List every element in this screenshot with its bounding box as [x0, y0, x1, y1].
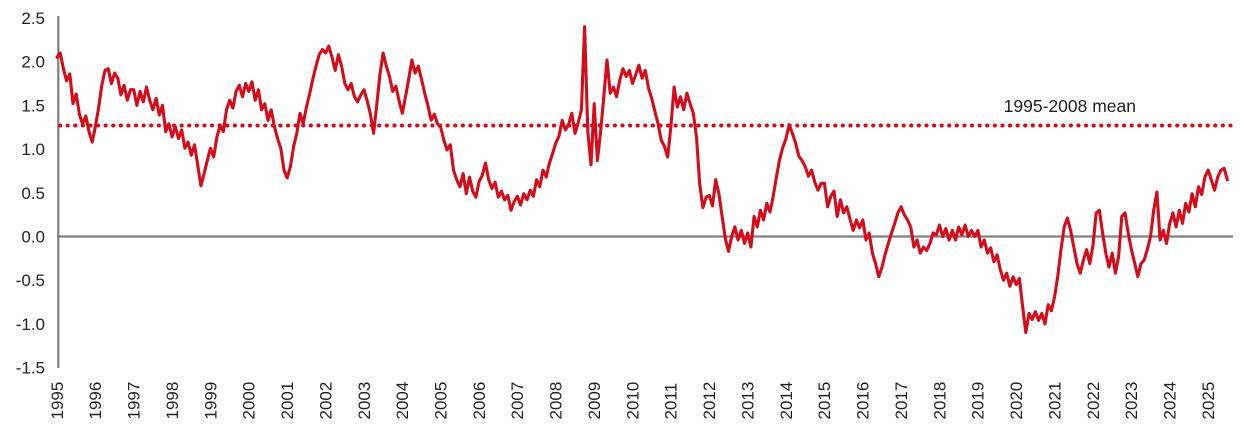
x-tick-label: 2020: [1007, 382, 1026, 420]
x-tick-label: 2019: [969, 382, 988, 420]
x-tick-label: 2024: [1161, 382, 1180, 420]
x-tick-label: 2012: [700, 382, 719, 420]
x-tick-label: 2009: [585, 382, 604, 420]
x-tick-label: 2013: [738, 382, 757, 420]
x-tick-label: 2017: [892, 382, 911, 420]
x-tick-label: 2001: [278, 382, 297, 420]
x-tick-label: 2004: [393, 382, 412, 420]
x-tick-label: 2014: [777, 382, 796, 420]
y-tick-label: 1.5: [21, 96, 45, 115]
x-tick-label: 2002: [316, 382, 335, 420]
x-tick-label: 1997: [125, 382, 144, 420]
x-tick-label: 2010: [623, 382, 642, 420]
x-tick-label: 1995: [48, 382, 67, 420]
x-tick-label: 2018: [930, 382, 949, 420]
x-tick-label: 2006: [470, 382, 489, 420]
x-tick-label: 2015: [815, 382, 834, 420]
x-tick-label: 2003: [355, 382, 374, 420]
y-tick-label: -1.5: [16, 359, 45, 378]
y-tick-label: -0.5: [16, 271, 45, 290]
x-tick-label: 2000: [240, 382, 259, 420]
y-tick-label: 0.0: [21, 228, 45, 247]
x-tick-label: 2016: [854, 382, 873, 420]
y-tick-label: 2.5: [21, 9, 45, 28]
x-tick-label: 1996: [86, 382, 105, 420]
x-tick-label: 2005: [432, 382, 451, 420]
x-tick-label: 2007: [508, 382, 527, 420]
x-tick-label: 2021: [1045, 382, 1064, 420]
y-tick-label: -1.0: [16, 315, 45, 334]
x-tick-label: 2023: [1122, 382, 1141, 420]
x-tick-label: 2025: [1199, 382, 1218, 420]
x-tick-label: 1999: [201, 382, 220, 420]
y-tick-label: 1.0: [21, 140, 45, 159]
y-tick-label: 0.5: [21, 184, 45, 203]
x-tick-label: 2011: [662, 383, 681, 420]
x-tick-label: 2008: [547, 382, 566, 420]
x-tick-label: 2022: [1084, 382, 1103, 420]
x-tick-label: 1998: [163, 382, 182, 420]
series-line: [55, 25, 1229, 335]
y-tick-label: 2.0: [21, 53, 45, 72]
mean-line-label: 1995-2008 mean: [1004, 96, 1136, 116]
